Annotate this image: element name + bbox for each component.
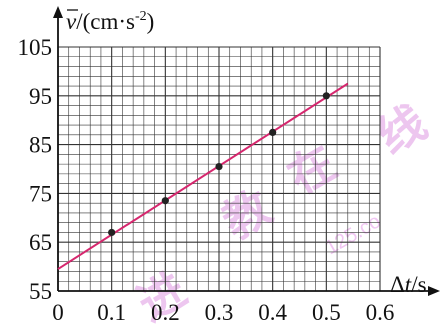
x-tick-label: 0.4 bbox=[258, 300, 287, 325]
fit-line-group bbox=[57, 82, 349, 270]
axes bbox=[53, 6, 440, 296]
x-tick-label: 0.3 bbox=[205, 300, 234, 325]
data-point bbox=[269, 128, 277, 136]
y-label-var: v bbox=[66, 9, 77, 34]
x-tick-label: 0.1 bbox=[97, 300, 126, 325]
data-point bbox=[161, 197, 169, 205]
y-tick-label: 55 bbox=[29, 279, 52, 304]
x-tick-label: 0.2 bbox=[151, 300, 180, 325]
y-tick-label: 95 bbox=[29, 84, 52, 109]
y-tick-label: 85 bbox=[29, 133, 52, 158]
x-axis-arrow bbox=[428, 286, 440, 296]
data-point bbox=[215, 162, 223, 171]
fit-line bbox=[57, 82, 349, 270]
data-point bbox=[108, 228, 116, 237]
y-axis-arrow bbox=[53, 6, 63, 18]
x-tick-label: 0.5 bbox=[312, 300, 341, 325]
data-point bbox=[322, 92, 330, 100]
tick-labels: 0 0.1 0.2 0.3 0.4 0.5 0.6 55 65 75 85 95 105 bbox=[18, 35, 395, 325]
data-points bbox=[108, 92, 330, 237]
watermark-char: 在 bbox=[279, 135, 346, 205]
watermark-char: 教 bbox=[214, 180, 281, 250]
x-tick-label: 0 bbox=[52, 300, 64, 325]
x-axis-label: Δt/s bbox=[390, 272, 427, 297]
y-tick-label: 65 bbox=[29, 230, 52, 255]
y-tick-label: 75 bbox=[29, 181, 52, 206]
x-tick-label: 0.6 bbox=[366, 300, 395, 325]
y-tick-label: 105 bbox=[18, 35, 53, 60]
y-axis-label: v/(cm·s-2) bbox=[66, 9, 154, 34]
